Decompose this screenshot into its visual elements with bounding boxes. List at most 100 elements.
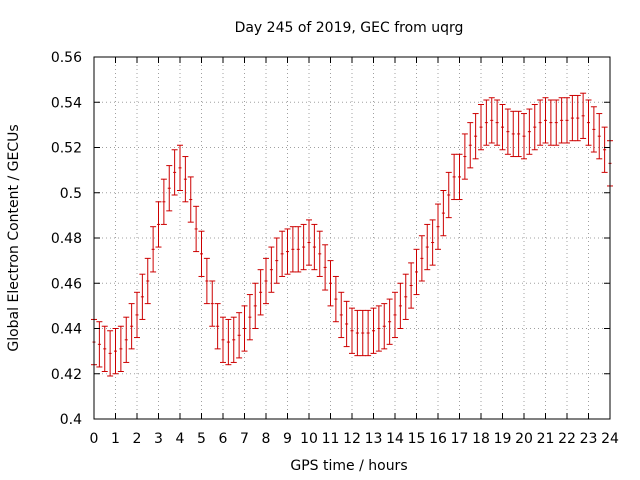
data-point bbox=[402, 273, 409, 320]
x-tick-label: 20 bbox=[515, 431, 533, 447]
x-tick-label: 17 bbox=[451, 431, 469, 447]
data-point bbox=[101, 325, 108, 372]
data-point bbox=[295, 226, 302, 273]
x-tick-label: 4 bbox=[176, 431, 185, 447]
x-tick-label: 6 bbox=[219, 431, 228, 447]
data-point bbox=[316, 230, 323, 277]
y-tick-label: 0.5 bbox=[60, 186, 82, 202]
data-point bbox=[343, 300, 350, 348]
data-point bbox=[220, 316, 226, 363]
x-tick-label: 12 bbox=[343, 431, 361, 447]
x-tick-label: 14 bbox=[386, 431, 404, 447]
data-point bbox=[542, 97, 549, 144]
data-point bbox=[499, 104, 506, 151]
data-point bbox=[370, 307, 377, 354]
data-point bbox=[521, 113, 527, 160]
data-point bbox=[354, 309, 361, 357]
data-point bbox=[112, 328, 119, 375]
data-point bbox=[365, 309, 372, 357]
chart-title: Day 245 of 2019, GEC from uqrg bbox=[235, 20, 464, 36]
data-point bbox=[332, 275, 339, 323]
x-tick-label: 24 bbox=[601, 431, 619, 447]
data-point bbox=[386, 298, 393, 345]
data-point bbox=[456, 153, 463, 201]
data-point bbox=[349, 307, 355, 354]
x-tick-label: 16 bbox=[429, 431, 447, 447]
data-point bbox=[580, 92, 587, 139]
data-point bbox=[590, 106, 597, 153]
data-point bbox=[418, 235, 425, 282]
y-tick-label: 0.48 bbox=[51, 231, 82, 247]
data-point bbox=[510, 110, 517, 158]
x-tick-label: 5 bbox=[197, 431, 206, 447]
data-point bbox=[96, 321, 103, 368]
data-point bbox=[279, 230, 286, 277]
y-tick-label: 0.44 bbox=[51, 322, 82, 338]
data-point bbox=[144, 257, 151, 305]
x-tick-label: 1 bbox=[111, 431, 120, 447]
data-point bbox=[408, 262, 415, 309]
data-point bbox=[467, 122, 474, 169]
data-point bbox=[160, 178, 167, 225]
data-point bbox=[413, 248, 420, 296]
data-point bbox=[440, 189, 447, 237]
data-point bbox=[531, 104, 538, 151]
error-bars bbox=[91, 92, 613, 377]
x-tick-label: 19 bbox=[494, 431, 512, 447]
data-point bbox=[483, 99, 490, 146]
data-point bbox=[375, 305, 382, 352]
data-point bbox=[187, 176, 194, 223]
data-point bbox=[392, 291, 398, 339]
data-point bbox=[139, 273, 146, 320]
data-point bbox=[203, 257, 210, 305]
data-point bbox=[300, 223, 307, 271]
data-point bbox=[268, 246, 275, 293]
data-point bbox=[424, 223, 431, 271]
data-point bbox=[429, 219, 436, 266]
data-point bbox=[537, 99, 544, 146]
data-point bbox=[322, 244, 329, 291]
data-point bbox=[171, 149, 178, 196]
data-point bbox=[553, 99, 560, 146]
data-point bbox=[311, 223, 318, 271]
data-point bbox=[397, 282, 404, 329]
y-tick-label: 0.54 bbox=[51, 95, 82, 111]
data-point bbox=[526, 108, 533, 155]
x-tick-label: 7 bbox=[240, 431, 249, 447]
data-point bbox=[601, 126, 608, 173]
data-point bbox=[166, 165, 173, 212]
data-point bbox=[198, 230, 205, 277]
data-point bbox=[494, 99, 501, 146]
data-point bbox=[150, 226, 157, 273]
data-point bbox=[327, 260, 334, 307]
data-point bbox=[225, 318, 232, 366]
x-tick-label: 3 bbox=[154, 431, 163, 447]
x-tick-label: 13 bbox=[365, 431, 383, 447]
data-point bbox=[569, 94, 576, 142]
data-point bbox=[252, 282, 259, 329]
data-point bbox=[257, 269, 264, 316]
data-point bbox=[134, 291, 140, 339]
data-point bbox=[128, 303, 135, 350]
data-point bbox=[241, 305, 248, 352]
x-tick-label: 0 bbox=[90, 431, 99, 447]
x-tick-label: 18 bbox=[472, 431, 490, 447]
data-point bbox=[451, 153, 458, 201]
data-point bbox=[182, 156, 189, 203]
data-point bbox=[547, 99, 554, 146]
y-tick-label: 0.46 bbox=[51, 276, 82, 292]
y-tick-label: 0.4 bbox=[60, 412, 82, 428]
data-point bbox=[284, 228, 291, 275]
x-tick-label: 10 bbox=[300, 431, 318, 447]
axis-ticks bbox=[93, 56, 611, 420]
data-point bbox=[123, 316, 130, 363]
grid-lines bbox=[94, 57, 610, 419]
data-point bbox=[236, 312, 243, 359]
data-point bbox=[359, 309, 366, 357]
data-point bbox=[263, 257, 269, 305]
data-point bbox=[230, 316, 237, 363]
data-point bbox=[209, 280, 216, 327]
x-tick-label: 22 bbox=[558, 431, 576, 447]
x-tick-label: 11 bbox=[322, 431, 340, 447]
